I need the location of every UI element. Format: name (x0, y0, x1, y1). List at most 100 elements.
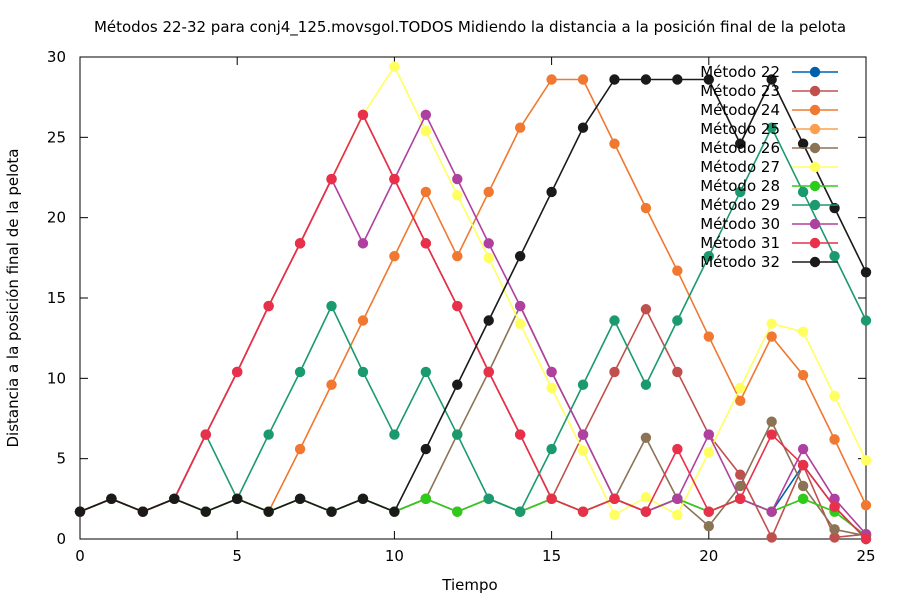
data-point (389, 61, 400, 72)
data-point (609, 493, 620, 505)
legend-label: Método 31 (700, 234, 780, 252)
data-point (483, 493, 494, 505)
x-tick-label: 15 (542, 547, 561, 565)
data-point (829, 251, 840, 262)
data-point (232, 366, 243, 378)
data-point (860, 315, 872, 326)
legend-item: Método 31 (700, 234, 838, 252)
data-point (294, 366, 306, 378)
data-point (326, 173, 337, 185)
legend-item: Método 25 (700, 120, 838, 138)
data-point (640, 492, 652, 503)
legend-marker (809, 85, 821, 97)
data-point (766, 506, 777, 517)
data-point (326, 300, 337, 312)
data-point (703, 429, 714, 440)
legend-label: Método 22 (700, 63, 780, 81)
legend-marker (809, 180, 821, 192)
data-point (766, 532, 777, 543)
series-line (79, 77, 867, 513)
y-tick-label: 10 (47, 369, 66, 387)
data-point (860, 455, 872, 466)
legend-label: Método 29 (700, 196, 780, 214)
data-point (294, 238, 306, 249)
data-point (860, 500, 872, 511)
data-point (389, 429, 400, 440)
data-point (829, 501, 840, 513)
legend-item: Método 22 (700, 63, 838, 81)
legend-marker (809, 161, 821, 173)
series-line (79, 113, 867, 540)
data-point (609, 138, 620, 149)
data-point (420, 238, 432, 249)
legend-marker (809, 237, 821, 249)
data-point (829, 493, 840, 505)
y-tick-label: 15 (47, 289, 66, 307)
legend-marker (809, 104, 821, 116)
data-point (169, 493, 180, 505)
data-point (672, 493, 683, 505)
legend-label: Método 25 (700, 120, 780, 138)
y-tick-label: 25 (47, 128, 66, 146)
data-point (829, 524, 840, 535)
legend-marker (809, 199, 821, 211)
series-11 (74, 74, 872, 517)
data-point (452, 429, 463, 440)
x-axis-label: Tiempo (441, 576, 497, 594)
data-point (672, 315, 683, 326)
data-point (200, 429, 211, 440)
data-point (609, 509, 620, 521)
data-point (389, 173, 400, 185)
data-point (546, 366, 557, 378)
data-point (703, 506, 714, 517)
data-point (452, 506, 463, 517)
x-tick-label: 0 (75, 547, 85, 565)
data-point (263, 429, 274, 440)
data-point (514, 429, 526, 440)
data-point (452, 189, 463, 201)
data-point (640, 379, 652, 390)
data-point (514, 506, 526, 517)
data-point (672, 74, 683, 85)
data-point (263, 506, 274, 517)
y-tick-label: 20 (47, 209, 66, 227)
data-point (232, 493, 243, 505)
data-point (420, 366, 432, 378)
data-point (766, 74, 777, 85)
series-1 (74, 459, 872, 545)
chart-title: Métodos 22-32 para conj4_125.movsgol.TOD… (94, 18, 846, 37)
data-point (829, 532, 840, 543)
y-tick-label: 0 (56, 530, 66, 548)
data-point (546, 382, 557, 394)
data-point (137, 506, 149, 517)
data-point (483, 186, 494, 198)
data-point (546, 74, 557, 85)
data-point (514, 251, 526, 262)
data-point (640, 74, 652, 85)
data-point (672, 265, 683, 276)
data-point (483, 315, 494, 326)
x-tick-label: 10 (385, 547, 404, 565)
data-point (420, 109, 432, 121)
data-point (577, 379, 589, 390)
legend-marker (809, 218, 821, 230)
legend-item: Método 28 (700, 177, 838, 195)
y-axis-label: Distancia a la posición final de la pelo… (4, 148, 22, 447)
data-point (389, 506, 400, 517)
data-point (546, 493, 557, 505)
legend-label: Método 26 (700, 139, 780, 157)
data-point (357, 238, 369, 249)
data-point (860, 533, 872, 545)
data-point (766, 429, 777, 440)
data-point (703, 447, 714, 458)
y-tick-label: 5 (56, 450, 66, 468)
legend-label: Método 30 (700, 215, 780, 233)
data-point (514, 318, 526, 329)
data-point (452, 379, 463, 390)
data-point (703, 251, 714, 262)
legend-label: Método 23 (700, 82, 780, 100)
data-point (735, 395, 746, 407)
legend-label: Método 24 (700, 101, 780, 119)
